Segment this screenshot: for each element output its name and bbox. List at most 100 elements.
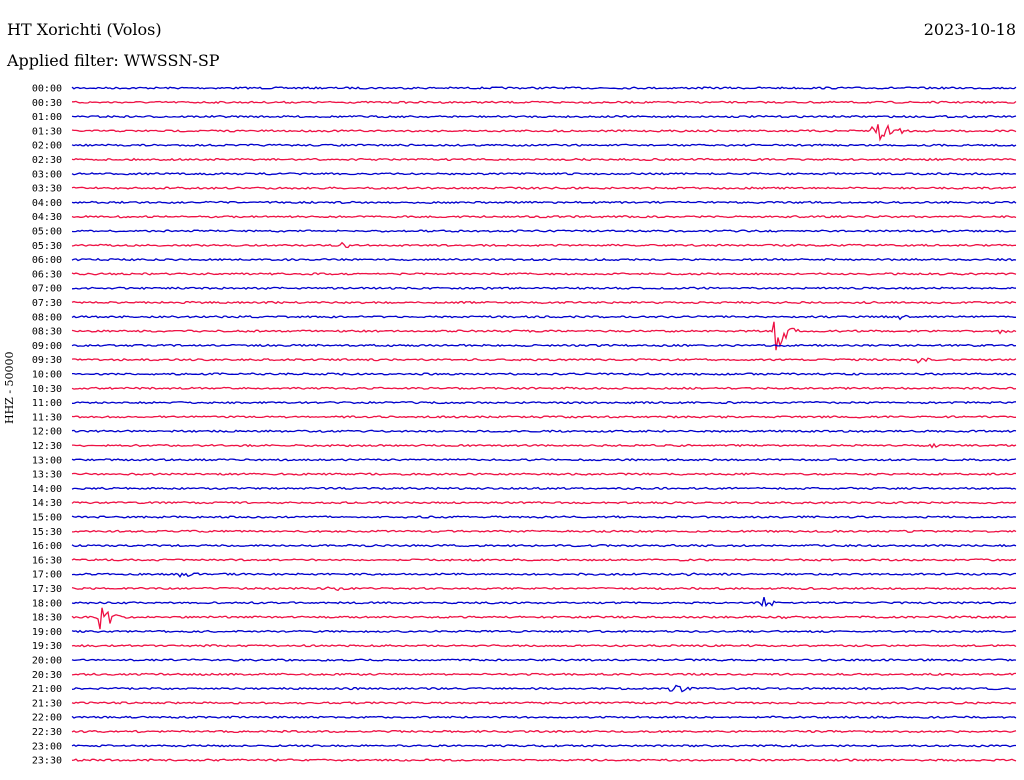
trace-line [71, 744, 1016, 748]
row-label: 17:30 [32, 584, 62, 595]
row-label: 14:30 [32, 498, 62, 509]
trace-line [71, 257, 1017, 262]
trace-line [71, 701, 1017, 705]
trace-line [71, 157, 1017, 162]
trace-line [71, 86, 1017, 90]
row-label: 01:30 [32, 126, 62, 137]
row-label: 18:00 [32, 598, 62, 609]
row-label: 10:00 [32, 370, 62, 381]
trace-line [71, 229, 1017, 233]
trace-line [71, 558, 1017, 562]
trace-line [71, 200, 1017, 205]
trace-line [71, 597, 1017, 608]
trace-line [71, 543, 1017, 548]
trace-line [71, 515, 1017, 519]
station-title: HT Xorichti (Volos) [7, 20, 162, 39]
row-label: 02:00 [32, 141, 62, 152]
row-label: 05:30 [32, 241, 62, 252]
row-label: 16:00 [32, 541, 62, 552]
trace-line [71, 629, 1017, 634]
trace-line [71, 572, 1016, 578]
row-label: 12:30 [32, 441, 62, 452]
trace-line [71, 458, 1017, 462]
trace-line [72, 100, 1017, 105]
trace-line [71, 715, 1017, 719]
row-label: 13:30 [32, 470, 62, 481]
row-label: 22:00 [32, 713, 62, 724]
row-label: 18:30 [32, 613, 62, 624]
row-label: 13:00 [32, 455, 62, 466]
trace-line [71, 501, 1017, 505]
trace-line [71, 123, 1017, 142]
trace-line [71, 300, 1017, 305]
trace-line [71, 429, 1017, 433]
trace-line [71, 586, 1017, 592]
row-label: 05:00 [32, 227, 62, 238]
row-label: 09:30 [32, 355, 62, 366]
trace-line [71, 729, 1017, 734]
row-label: 06:30 [32, 269, 62, 280]
row-label: 19:30 [32, 641, 62, 652]
trace-line [71, 386, 1017, 391]
row-label: 07:00 [32, 284, 62, 295]
row-label: 02:30 [32, 155, 62, 166]
row-label: 15:00 [32, 513, 62, 524]
trace-line [72, 372, 1017, 376]
row-label: 10:30 [32, 384, 62, 395]
row-label: 03:00 [32, 169, 62, 180]
trace-line [71, 643, 1017, 648]
trace-line [71, 172, 1017, 176]
trace-rows: 00:00 00:30 01:00 01:30 02:00 02:30 03:00 03:30… [32, 84, 1017, 767]
trace-line [71, 472, 1017, 476]
trace-line [72, 529, 1017, 534]
trace-line [71, 314, 1016, 321]
row-label: 15:30 [32, 527, 62, 538]
trace-line [71, 357, 1017, 364]
row-label: 12:00 [32, 427, 62, 438]
trace-line [71, 684, 1017, 693]
row-label: 16:30 [32, 555, 62, 566]
trace-line [71, 400, 1017, 405]
trace-line [71, 415, 1017, 419]
row-label: 20:30 [32, 670, 62, 681]
trace-line [71, 343, 1017, 348]
row-label: 00:00 [32, 84, 62, 95]
filter-label: Applied filter: WWSSN-SP [7, 51, 220, 70]
row-label: 23:00 [32, 741, 62, 752]
trace-line [71, 272, 1017, 276]
row-label: 09:00 [32, 341, 62, 352]
row-label: 22:30 [32, 727, 62, 738]
trace-line [71, 241, 1017, 249]
row-label: 04:30 [32, 212, 62, 223]
trace-line [71, 321, 1017, 351]
trace-line [71, 143, 1017, 147]
date-label: 2023-10-18 [923, 20, 1016, 39]
row-label: 03:30 [32, 184, 62, 195]
row-label: 14:00 [32, 484, 62, 495]
trace-line [71, 758, 1017, 762]
row-label: 08:30 [32, 327, 62, 338]
row-label: 21:00 [32, 684, 62, 695]
row-label: 20:00 [32, 656, 62, 667]
trace-line [72, 442, 1017, 449]
row-label: 07:30 [32, 298, 62, 309]
trace-line [71, 658, 1017, 662]
row-label: 00:30 [32, 98, 62, 109]
row-label: 17:00 [32, 570, 62, 581]
row-label: 04:00 [32, 198, 62, 209]
trace-line [71, 214, 1017, 219]
trace-line [71, 286, 1017, 290]
row-label: 21:30 [32, 698, 62, 709]
trace-line [71, 607, 1017, 630]
row-label: 08:00 [32, 312, 62, 323]
row-label: 01:00 [32, 112, 62, 123]
row-label: 19:00 [32, 627, 62, 638]
trace-line [71, 114, 1017, 119]
row-label: 06:00 [32, 255, 62, 266]
trace-line [71, 186, 1017, 190]
row-label: 11:30 [32, 412, 62, 423]
trace-line [71, 486, 1017, 491]
row-label: 11:00 [32, 398, 62, 409]
trace-line [71, 672, 1017, 676]
